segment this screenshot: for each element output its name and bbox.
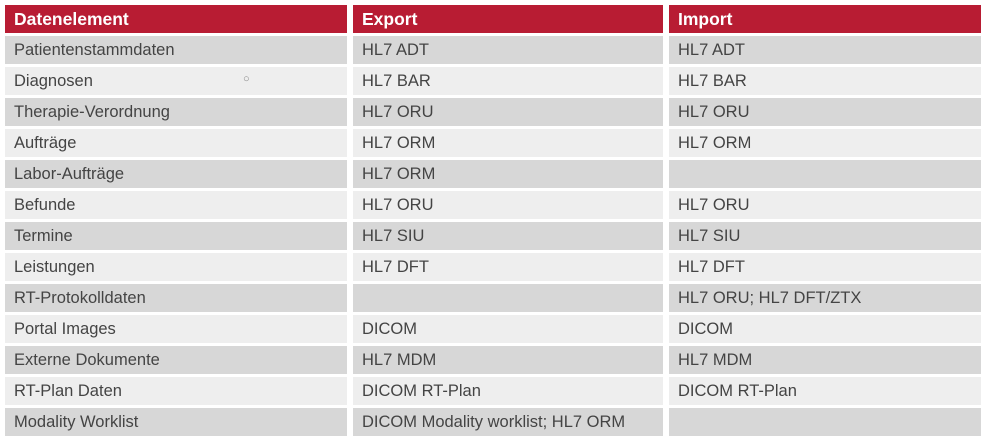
cell-datenelement: Patientenstammdaten <box>5 36 347 64</box>
cell-export: HL7 ORM <box>353 160 663 188</box>
cell-datenelement: Diagnosen <box>14 72 93 90</box>
cell-datenelement: Termine <box>5 222 347 250</box>
cell-import: HL7 ORU <box>669 191 981 219</box>
cell-datenelement: Befunde <box>5 191 347 219</box>
cell-import: DICOM RT-Plan <box>669 377 981 405</box>
header-import: Import <box>669 5 981 33</box>
cell-datenelement: Labor-Aufträge <box>5 160 347 188</box>
small-circle-mark: ○ <box>243 73 250 85</box>
cell-import: DICOM <box>669 315 981 343</box>
cell-import <box>669 408 981 436</box>
cell-datenelement: RT-Protokolldaten <box>5 284 347 312</box>
cell-datenelement: Leistungen <box>5 253 347 281</box>
cell-import <box>669 160 981 188</box>
cell-export: HL7 ADT <box>353 36 663 64</box>
cell-datenelement: Therapie-Verordnung <box>5 98 347 126</box>
cell-datenelement: Modality Worklist <box>5 408 347 436</box>
cell-import: HL7 MDM <box>669 346 981 374</box>
cell-export: DICOM <box>353 315 663 343</box>
cell-export: HL7 ORU <box>353 98 663 126</box>
cell-import: HL7 ORU; HL7 DFT/ZTX <box>669 284 981 312</box>
cell-export: HL7 DFT <box>353 253 663 281</box>
cell-export: HL7 ORM <box>353 129 663 157</box>
cell-datenelement-wrap: Diagnosen ○ <box>5 67 347 95</box>
cell-export: HL7 BAR <box>353 67 663 95</box>
cell-datenelement: Aufträge <box>5 129 347 157</box>
cell-import: HL7 ORU <box>669 98 981 126</box>
cell-datenelement: Portal Images <box>5 315 347 343</box>
cell-export: HL7 MDM <box>353 346 663 374</box>
cell-export <box>353 284 663 312</box>
cell-export: DICOM Modality worklist; HL7 ORM <box>353 408 663 436</box>
cell-export: DICOM RT-Plan <box>353 377 663 405</box>
cell-import: HL7 DFT <box>669 253 981 281</box>
cell-import: HL7 ADT <box>669 36 981 64</box>
cell-import: HL7 ORM <box>669 129 981 157</box>
data-element-table: Datenelement Export Import Patientenstam… <box>5 5 981 436</box>
cell-export: HL7 ORU <box>353 191 663 219</box>
header-datenelement: Datenelement <box>5 5 347 33</box>
cell-import: HL7 SIU <box>669 222 981 250</box>
header-export: Export <box>353 5 663 33</box>
cell-export: HL7 SIU <box>353 222 663 250</box>
cell-import: HL7 BAR <box>669 67 981 95</box>
cell-datenelement: RT-Plan Daten <box>5 377 347 405</box>
cell-datenelement: Externe Dokumente <box>5 346 347 374</box>
